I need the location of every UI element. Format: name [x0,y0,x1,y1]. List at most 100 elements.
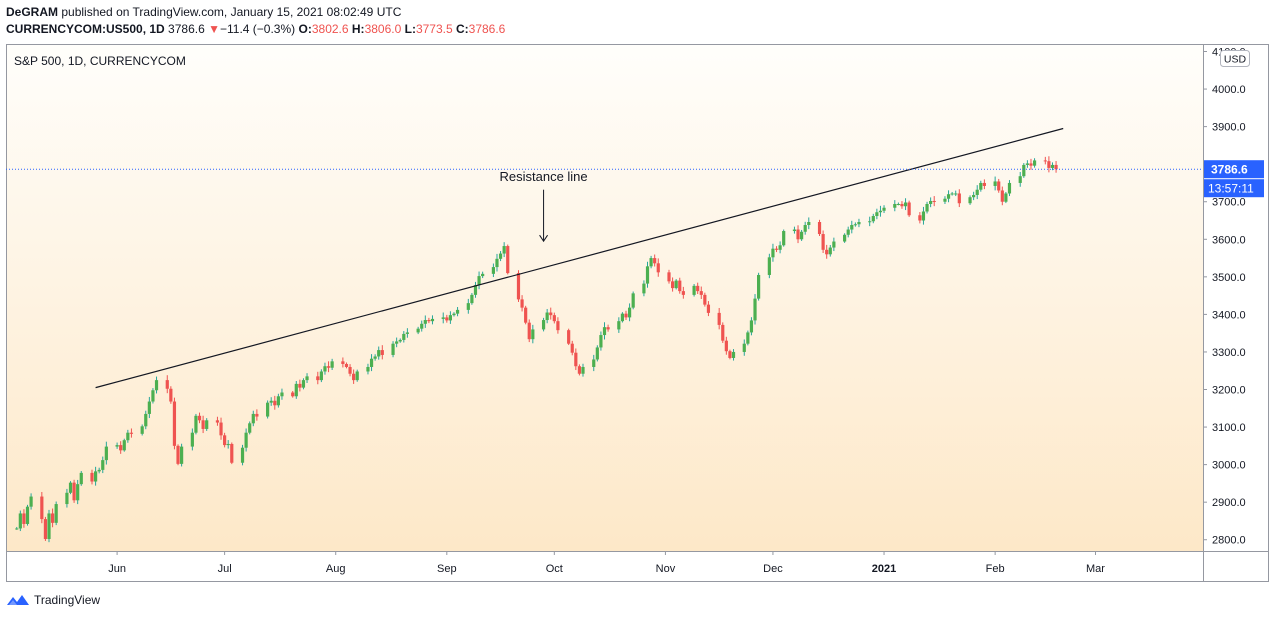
candle [326,361,331,373]
plot-area[interactable] [6,44,1203,551]
candle [420,320,424,332]
candle [430,315,435,325]
candle-body [817,222,822,235]
candle [1022,163,1026,178]
candle [541,317,546,332]
candle-body [22,513,26,524]
currency-badge[interactable]: USD [1220,50,1250,67]
candle-body [932,200,936,202]
candle [47,509,51,543]
candle [273,395,277,410]
candle-body [900,203,904,207]
candle-body [946,194,951,199]
candle-body [524,307,528,323]
candle [455,307,460,317]
candle [154,376,159,394]
candle-body [190,432,194,447]
candle-body [556,321,560,331]
publisher-name: DeGRAM [6,5,59,19]
candle [305,373,309,384]
candle [570,340,574,356]
candle [656,258,660,277]
candle-body [531,329,535,340]
symbol-info: CURRENCYCOM:US500, 1D 3786.6 ▼−11.4 (−0.… [6,22,505,37]
candle [298,379,302,392]
candle [1043,156,1047,165]
chart[interactable]: 2800.0 2900.0 3000.0 3100.0 3200.0 3300.0 3400… [0,0,1274,590]
candle-body [757,274,761,299]
candle [377,346,381,360]
tradingview-brand[interactable]: TradingView [34,593,101,607]
candle [402,331,406,343]
candle [642,280,646,297]
candle-body [255,413,259,417]
high-label: H: [351,22,365,36]
candle-body [699,291,703,295]
candle [853,222,857,227]
candle [473,281,478,298]
candle-body [918,215,922,221]
candle [251,410,255,427]
candle-body [391,343,395,355]
candle [807,217,811,230]
x-tick-label: Jul [218,563,232,575]
candle-body [903,202,908,207]
candle-body [796,229,800,240]
candle [972,191,976,201]
candle [22,509,26,528]
candle-body [40,496,44,520]
candle [266,400,270,419]
candle-body [674,280,678,289]
resistance-line[interactable] [95,127,1064,389]
candle-body [455,309,460,314]
candle-body [979,182,983,190]
candle-body [65,492,69,505]
countdown-tag [1204,179,1264,198]
candle-body [452,313,456,316]
annotation[interactable]: Resistance line [499,169,588,243]
time-axis[interactable]: Jun Jul Aug Sep Oct Nov Dec 2021 Feb Mar [108,551,1105,575]
candle-body [316,376,320,381]
y-tick-label: 3200.0 [1212,385,1246,397]
candle [169,386,173,404]
candle [624,310,628,320]
candle-body [502,246,506,254]
candle [502,242,506,258]
candle [230,442,234,465]
candle [645,261,650,288]
candle-body [223,435,227,446]
x-tick-label: Aug [326,563,346,575]
candle [1032,158,1037,168]
candle-body [68,482,73,493]
candle [491,263,496,278]
candle-body [151,390,155,402]
candle-body [821,234,825,250]
candle [821,230,825,254]
candle [369,354,374,372]
candle-body [481,273,485,277]
price-axis[interactable]: 2800.0 2900.0 3000.0 3100.0 3200.0 3300.0 3400… [1203,47,1246,547]
candle [448,311,452,324]
candle-body [767,257,771,275]
candle-body [624,313,628,318]
candle-body [599,335,603,348]
candle [205,418,209,431]
candle-body [997,181,1001,191]
candle-body [25,506,30,524]
candle-body [642,283,646,294]
candle-body [1047,161,1051,168]
candle-body [771,248,775,258]
candle-body [97,469,101,472]
candle-body [298,383,302,388]
candle-body [427,320,431,322]
y-tick-label: 2800.0 [1212,535,1246,547]
candle [857,218,861,228]
candle [717,307,721,330]
x-tick-label: Jun [108,563,126,575]
candle-body [667,272,671,282]
candle-body [477,276,481,286]
candle [954,190,958,197]
candle [101,456,105,474]
candle [201,415,205,434]
candle-body [72,482,76,501]
